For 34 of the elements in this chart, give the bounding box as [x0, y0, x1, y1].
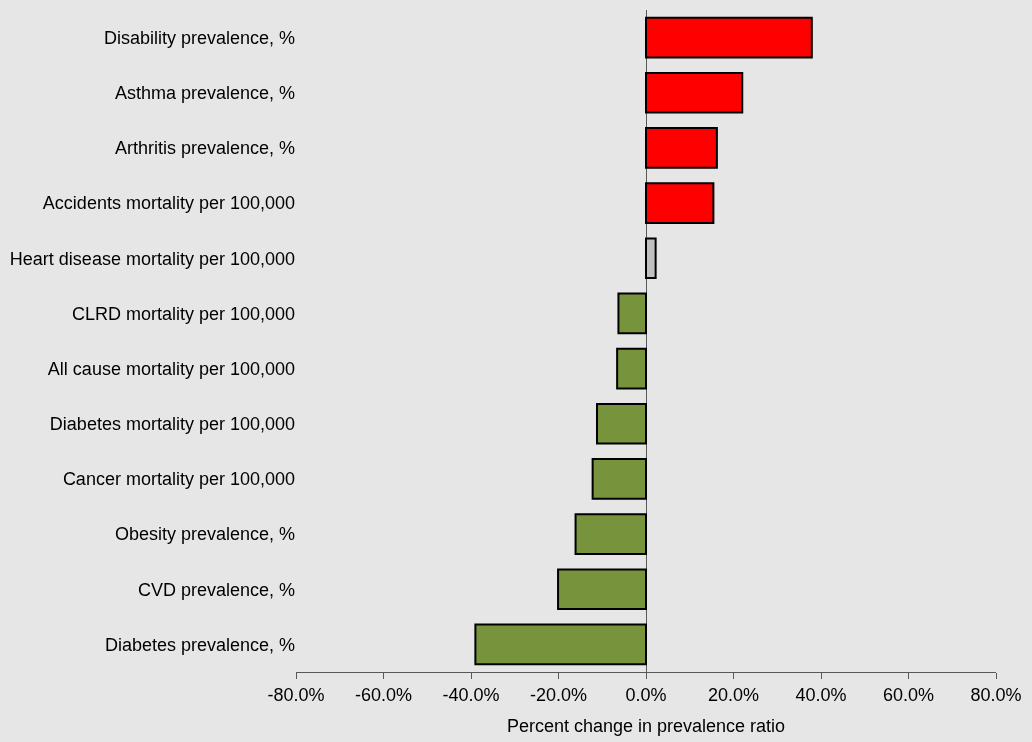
bar: [596, 402, 647, 445]
bar: [591, 458, 647, 500]
y-tick-label: Arthritis prevalence, %: [114, 138, 295, 159]
x-axis-title: Percent change in prevalence ratio: [506, 715, 786, 736]
y-tick-label: Asthma prevalence, %: [114, 83, 295, 104]
bar: [645, 16, 813, 59]
y-tick-label: Diabetes prevalence, %: [104, 634, 295, 655]
x-tick-label: -60.0%: [354, 684, 413, 705]
x-tick-label: -80.0%: [267, 684, 325, 705]
y-tick-label: All cause mortality per 100,000: [47, 358, 295, 379]
y-tick-label: CVD prevalence, %: [137, 579, 295, 600]
bar: [616, 347, 647, 390]
x-tick-label: 60.0%: [882, 684, 935, 705]
bar: [645, 127, 718, 169]
bar: [645, 71, 744, 114]
bar: [474, 623, 647, 666]
y-tick-label: Diabetes mortality per 100,000: [49, 414, 295, 435]
y-tick-label: CLRD mortality per 100,000: [71, 303, 295, 324]
x-tick-label: -40.0%: [442, 684, 500, 705]
y-tick-label: Cancer mortality per 100,000: [62, 469, 295, 490]
y-tick-label: Obesity prevalence, %: [114, 524, 295, 545]
y-tick-label: Heart disease mortality per 100,000: [9, 248, 295, 269]
bar: [617, 292, 647, 335]
bar: [645, 237, 657, 280]
y-tick-label: Disability prevalence, %: [103, 27, 295, 48]
x-tick-label: 20.0%: [707, 684, 760, 705]
x-tick-label: 80.0%: [970, 684, 1022, 705]
x-tick-label: 0.0%: [625, 684, 667, 705]
bar: [645, 182, 715, 224]
x-tick-label: -20.0%: [529, 684, 588, 705]
x-tick-label: 40.0%: [795, 684, 847, 705]
bar: [574, 513, 647, 555]
bar: [557, 568, 647, 611]
y-tick-label: Accidents mortality per 100,000: [42, 193, 295, 214]
